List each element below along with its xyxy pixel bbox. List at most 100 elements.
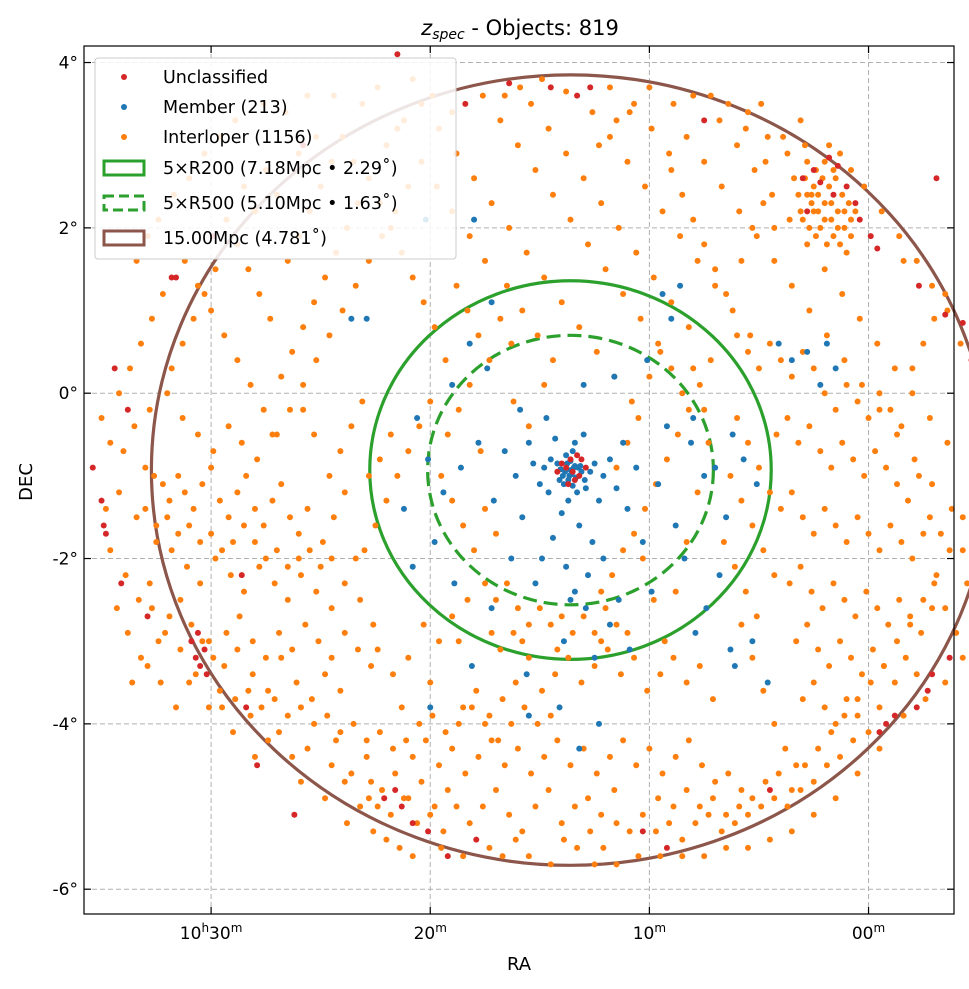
point-1-21 — [565, 497, 572, 504]
point-2-455 — [942, 605, 949, 612]
point-0-59 — [291, 811, 298, 818]
point-1-61 — [591, 654, 598, 661]
point-2-514 — [694, 489, 701, 496]
point-0-15 — [398, 803, 405, 810]
point-2-435 — [937, 530, 944, 537]
point-2-480 — [858, 671, 865, 678]
point-0-18 — [444, 853, 451, 860]
point-2-670 — [758, 803, 765, 810]
point-2-463 — [819, 605, 826, 612]
point-2-408 — [821, 390, 828, 397]
point-0-24 — [576, 472, 583, 479]
point-2-696 — [137, 340, 144, 347]
point-2-424 — [817, 448, 824, 455]
point-2-591 — [262, 555, 269, 562]
point-1-101 — [488, 299, 495, 306]
point-2-485 — [913, 671, 920, 678]
point-1-67 — [611, 373, 618, 380]
point-0-30 — [506, 80, 513, 87]
point-2-758 — [723, 844, 730, 851]
point-2-423 — [806, 423, 813, 430]
point-2-566 — [352, 282, 359, 289]
point-2-320 — [595, 142, 602, 149]
point-2-688 — [251, 753, 258, 760]
point-2-348 — [856, 315, 863, 322]
point-0-64 — [118, 580, 125, 587]
point-2-613 — [236, 613, 243, 620]
point-0-53 — [946, 654, 953, 661]
point-2-603 — [102, 505, 109, 512]
point-2-50 — [205, 638, 212, 645]
point-2-665 — [692, 820, 699, 827]
point-2-66 — [173, 704, 180, 711]
point-2-403 — [766, 340, 773, 347]
point-2-513 — [705, 439, 712, 446]
point-2-174 — [525, 621, 532, 628]
point-1-52 — [425, 456, 432, 463]
point-2-79 — [444, 787, 451, 793]
point-1-4 — [587, 468, 594, 475]
plot-frame — [83, 45, 955, 915]
point-1-37 — [539, 555, 546, 562]
point-2-469 — [885, 621, 892, 628]
point-1-106 — [727, 646, 734, 653]
point-2-284 — [541, 274, 548, 281]
circle-2 — [149, 73, 969, 867]
point-2-474 — [793, 638, 800, 645]
point-1-82 — [716, 572, 723, 579]
point-2-547 — [749, 224, 756, 231]
point-2-39 — [179, 415, 186, 421]
point-1-48 — [457, 464, 464, 471]
point-0-21 — [563, 464, 570, 471]
x-tick-label-0: 10h30m — [180, 921, 243, 944]
point-1-72 — [449, 381, 456, 388]
point-2-286 — [576, 324, 583, 331]
point-2-188 — [598, 638, 605, 645]
point-1-7 — [541, 464, 548, 471]
legend-swatch-r500 — [102, 194, 146, 212]
point-2-552 — [534, 332, 541, 339]
point-2-173 — [514, 605, 521, 612]
point-2-396 — [848, 216, 855, 223]
point-2-558 — [466, 233, 473, 240]
point-2-220 — [438, 472, 445, 479]
point-2-291 — [514, 142, 521, 149]
point-2-527 — [631, 530, 638, 537]
point-2-534 — [613, 464, 620, 471]
point-2-585 — [197, 539, 204, 545]
point-2-52 — [234, 646, 241, 653]
point-2-461 — [797, 563, 804, 570]
point-2-342 — [751, 167, 758, 173]
point-2-114 — [593, 770, 600, 777]
point-2-282 — [506, 224, 513, 231]
point-2-209 — [387, 431, 394, 438]
point-0-34 — [799, 175, 806, 182]
point-2-163 — [631, 654, 638, 661]
point-2-697 — [148, 315, 155, 322]
point-2-412 — [865, 415, 872, 421]
point-2-11 — [234, 489, 241, 496]
point-2-26 — [240, 588, 247, 595]
point-0-48 — [959, 319, 966, 326]
point-2-556 — [541, 381, 548, 388]
point-2-483 — [891, 679, 898, 686]
x-axis-label: RA — [507, 954, 532, 975]
point-2-339 — [929, 481, 936, 488]
point-2-94 — [545, 787, 552, 793]
point-2-692 — [98, 415, 105, 421]
point-2-375 — [845, 200, 852, 207]
point-2-124 — [725, 770, 732, 777]
point-1-42 — [508, 555, 515, 562]
point-0-65 — [144, 613, 151, 620]
point-2-600 — [135, 596, 142, 603]
point-2-325 — [683, 133, 690, 140]
point-2-311 — [606, 133, 613, 140]
point-2-213 — [359, 398, 366, 405]
point-2-22 — [183, 563, 190, 570]
point-2-46 — [148, 605, 155, 612]
point-2-324 — [666, 150, 673, 157]
point-2-401 — [745, 348, 752, 355]
point-0-72 — [639, 828, 646, 835]
point-2-416 — [909, 365, 916, 372]
point-2-473 — [929, 605, 936, 612]
